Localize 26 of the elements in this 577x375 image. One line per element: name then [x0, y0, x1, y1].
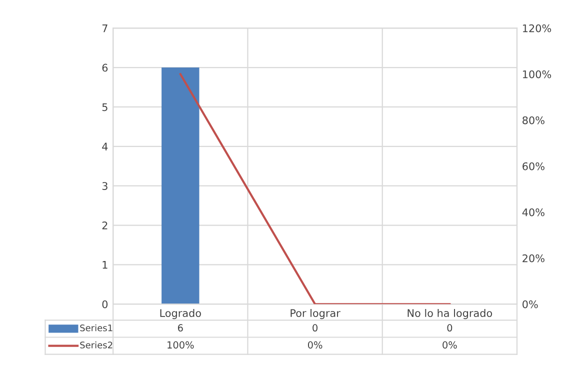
y-tick-label: 3: [102, 182, 108, 190]
y-tick-label: 4: [102, 142, 108, 150]
y-tick-label: 5: [102, 103, 108, 112]
x-tick-label: Logrado: [160, 308, 201, 320]
y2-tick-label: 0%: [522, 300, 538, 308]
y2-tick-label: 100%: [522, 70, 552, 78]
y-tick-label: 1: [102, 261, 108, 269]
legend-label: Series1: [80, 324, 112, 332]
data-label: 100%: [168, 341, 194, 349]
y-tick-label: 2: [102, 221, 108, 230]
data-label: 0%: [308, 341, 322, 349]
data-label: 0%: [442, 341, 457, 349]
data-label: 0: [447, 324, 452, 332]
y-tick-label: 6: [102, 64, 108, 72]
y-tick-label: 7: [102, 24, 108, 32]
y-tick-label: 0: [102, 300, 108, 308]
y2-tick-label: 120%: [522, 24, 552, 32]
y2-tick-label: 60%: [522, 162, 544, 170]
data-label: 0: [312, 324, 318, 332]
y2-tick-label: 40%: [522, 208, 544, 216]
y2-tick-label: 20%: [522, 254, 544, 262]
x-tick-label: No lo ha logrado: [408, 308, 492, 320]
legend-label: Series2: [80, 341, 112, 348]
y2-tick-label: 80%: [522, 116, 544, 124]
data-label: 6: [178, 324, 183, 332]
x-tick-label: Por lograr: [290, 308, 340, 320]
